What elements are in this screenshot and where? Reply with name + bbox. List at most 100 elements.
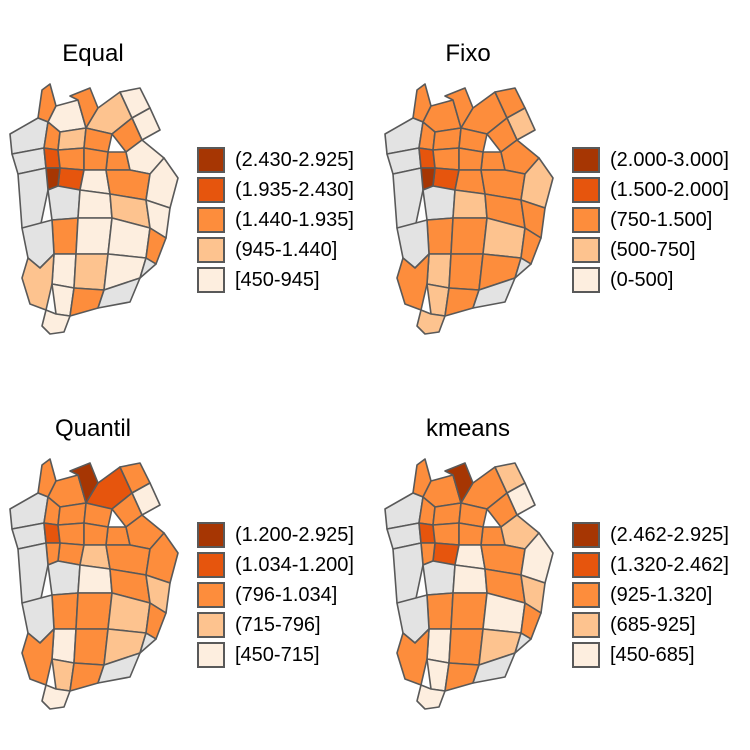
map-region: [75, 592, 113, 630]
map-region: [448, 253, 484, 291]
legend-item: (0-500]: [572, 265, 729, 295]
map-region: [450, 217, 488, 255]
legend-swatch: [197, 177, 225, 203]
map-region: [514, 257, 532, 279]
legend-swatch: [197, 267, 225, 293]
legend-label: (1.200-2.925]: [235, 523, 354, 546]
map-region: [458, 147, 484, 171]
map-region: [422, 185, 456, 221]
panel-title: Equal: [62, 40, 124, 67]
legend-item: (1.440-1.935]: [197, 205, 354, 235]
legend-label: (500-750]: [610, 238, 696, 261]
panel-fixo: Fixo (2.000-3.000] (1.500-2.000] (750-1.50…: [375, 0, 750, 375]
map-region: [17, 542, 49, 604]
legend-item: (1.320-2.462]: [572, 550, 729, 580]
choropleth-map: [384, 83, 554, 335]
panel-quantil: Quantil (1.200-2.925] (1.034-1.200] (796-1…: [0, 375, 375, 750]
map-region: [69, 287, 105, 317]
map-region: [17, 167, 49, 229]
legend: (2.462-2.925] (1.320-2.462] (925-1.320] (68…: [572, 520, 729, 670]
legend-swatch: [572, 522, 600, 548]
map-region: [57, 147, 85, 171]
legend-swatch: [572, 267, 600, 293]
map-region: [145, 157, 179, 209]
legend-item: [450-685]: [572, 640, 729, 670]
map-region: [444, 287, 480, 317]
map-region: [83, 522, 109, 546]
map-region: [452, 564, 488, 594]
panel-equal: Equal (2.430-2.925] (1.935-2.430] (1.440-1…: [0, 0, 375, 375]
legend: (2.000-3.000] (1.500-2.000] (750-1.500] (50…: [572, 145, 729, 295]
map-region: [520, 157, 554, 209]
legend-swatch: [572, 237, 600, 263]
map-region: [41, 309, 71, 335]
choropleth-map: [9, 83, 179, 335]
map-region: [450, 592, 488, 630]
map-region: [97, 277, 141, 309]
map-region: [458, 522, 484, 546]
map-region: [448, 628, 484, 666]
map-region: [77, 189, 113, 219]
legend-swatch: [572, 552, 600, 578]
map-region: [416, 309, 446, 335]
legend-item: (1.034-1.200]: [197, 550, 354, 580]
panel-title: Quantil: [54, 415, 132, 442]
legend-swatch: [197, 522, 225, 548]
map-region: [47, 560, 81, 596]
map-region: [520, 532, 554, 584]
legend-label: (750-1.500]: [610, 208, 713, 231]
map-region: [392, 542, 424, 604]
map-region: [51, 217, 79, 255]
map-region: [514, 632, 532, 654]
legend-swatch: [572, 642, 600, 668]
legend-item: [450-715]: [197, 640, 354, 670]
map-region: [57, 502, 87, 526]
legend-swatch: [197, 612, 225, 638]
legend-item: (1.935-2.430]: [197, 175, 354, 205]
map-region: [432, 127, 462, 151]
map-region: [139, 632, 157, 654]
map-region: [51, 628, 77, 664]
legend-swatch: [572, 612, 600, 638]
legend-item: (1.500-2.000]: [572, 175, 729, 205]
legend-item: (750-1.500]: [572, 205, 729, 235]
legend-label: [450-715]: [235, 643, 320, 666]
map-region: [472, 277, 516, 309]
map-region: [139, 257, 157, 279]
map-region: [426, 628, 452, 664]
legend-item: (2.430-2.925]: [197, 145, 354, 175]
legend-label: [450-945]: [235, 268, 320, 291]
legend-item: (715-796]: [197, 610, 354, 640]
map-region: [452, 189, 488, 219]
legend-swatch: [197, 582, 225, 608]
panel-title: Fixo: [445, 40, 491, 67]
legend-swatch: [197, 237, 225, 263]
map-region: [392, 167, 424, 229]
map-region: [396, 628, 430, 686]
legend-label: (2.000-3.000]: [610, 148, 729, 171]
panel-title: kmeans: [425, 415, 511, 442]
map-region: [21, 628, 55, 686]
map-region: [444, 662, 480, 692]
legend: (2.430-2.925] (1.935-2.430] (1.440-1.935] (…: [197, 145, 354, 295]
map-region: [426, 217, 454, 255]
legend-label: [450-685]: [610, 643, 695, 666]
map-region: [416, 684, 446, 710]
legend-item: (500-750]: [572, 235, 729, 265]
map-region: [432, 502, 462, 526]
map-region: [69, 662, 105, 692]
legend-swatch: [197, 207, 225, 233]
legend-item: (1.200-2.925]: [197, 520, 354, 550]
legend-label: (925-1.320]: [610, 583, 713, 606]
map-region: [83, 147, 109, 171]
legend-label: (1.935-2.430]: [235, 178, 354, 201]
map-region: [51, 253, 77, 289]
choropleth-map: [9, 458, 179, 710]
panel-kmeans: kmeans (2.462-2.925] (1.320-2.462] (925-1.…: [375, 375, 750, 750]
legend-label: (1.500-2.000]: [610, 178, 729, 201]
legend-swatch: [572, 207, 600, 233]
map-region: [432, 147, 460, 171]
legend-label: (1.440-1.935]: [235, 208, 354, 231]
choropleth-map: [384, 458, 554, 710]
